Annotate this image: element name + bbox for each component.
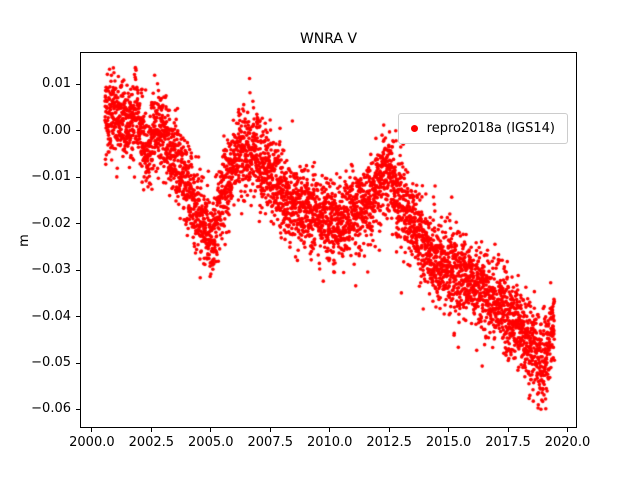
x-tick-mark — [210, 428, 212, 432]
x-tick-label: 2015.0 — [425, 435, 472, 450]
scatter-canvas — [80, 52, 577, 428]
x-tick-label: 2020.0 — [544, 435, 591, 450]
x-tick-mark — [91, 428, 93, 432]
y-tick-label: −0.05 — [31, 355, 71, 370]
y-tick-label: −0.04 — [31, 308, 71, 324]
legend-label: repro2018a (IGS14) — [426, 121, 555, 136]
y-tick-label: −0.01 — [31, 169, 71, 185]
x-tick-mark — [329, 428, 331, 432]
y-tick-label: −0.03 — [31, 262, 71, 278]
x-tick-label: 2007.5 — [247, 435, 293, 450]
y-tick-label: −0.02 — [31, 215, 71, 231]
legend-dot-marker-icon — [410, 125, 418, 132]
x-tick-label: 2010.0 — [306, 435, 353, 450]
x-tick-label: 2017.5 — [485, 435, 531, 450]
plot-area: repro2018a (IGS14) — [80, 52, 577, 428]
x-tick-mark — [448, 428, 450, 432]
x-tick-mark — [269, 428, 271, 432]
x-tick-mark — [388, 428, 390, 432]
x-tick-mark — [150, 428, 152, 432]
x-tick-mark — [566, 428, 568, 432]
y-axis-label: m — [16, 234, 32, 247]
y-tick-label: 0.01 — [42, 76, 71, 92]
y-tick-label: −0.06 — [31, 401, 71, 417]
chart-title: WNRA V — [299, 31, 358, 47]
y-tick-label: 0.00 — [42, 122, 71, 138]
x-tick-mark — [507, 428, 509, 432]
x-tick-label: 2002.5 — [128, 435, 175, 450]
x-tick-label: 2005.0 — [188, 435, 234, 450]
legend: repro2018a (IGS14) — [397, 113, 568, 144]
x-tick-label: 2000.0 — [69, 435, 115, 450]
x-tick-label: 2012.5 — [366, 435, 412, 450]
